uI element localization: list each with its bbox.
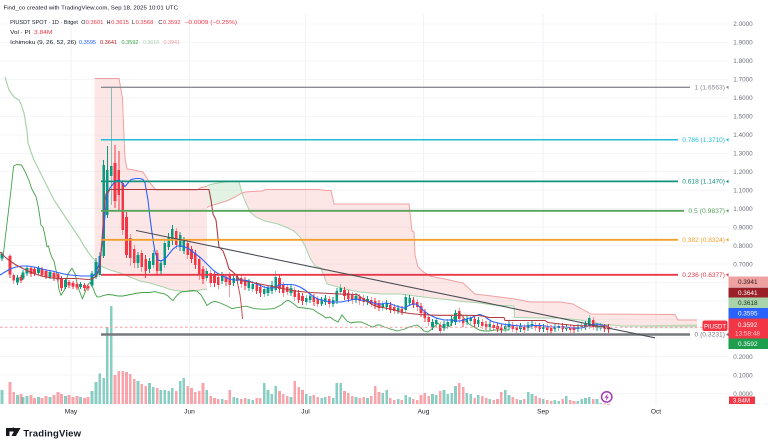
svg-text:0.0000: 0.0000 — [733, 391, 753, 398]
svg-text:Oct: Oct — [651, 409, 661, 416]
svg-text:1.7000: 1.7000 — [733, 77, 753, 84]
svg-text:Jul: Jul — [301, 409, 310, 416]
svg-text:0.382 (0.8324): 0.382 (0.8324) — [682, 237, 725, 244]
svg-text:0.618 (1.1470): 0.618 (1.1470) — [682, 179, 725, 186]
svg-text:PIUSDT: PIUSDT — [704, 324, 726, 330]
svg-text:Find_co created with TradingVi: Find_co created with TradingView.com, Se… — [4, 6, 179, 12]
svg-text:PIUSDT SPOT · 1D · Bitget: PIUSDT SPOT · 1D · Bitget — [10, 20, 78, 26]
svg-text:0.7000: 0.7000 — [733, 261, 753, 268]
svg-text:2.0000: 2.0000 — [733, 21, 753, 28]
svg-text:0.9000: 0.9000 — [733, 225, 753, 232]
svg-text:0.3941: 0.3941 — [738, 279, 758, 286]
svg-text:0.3592: 0.3592 — [122, 40, 139, 46]
svg-text:Aug: Aug — [418, 409, 430, 416]
svg-text:1.9000: 1.9000 — [733, 40, 753, 47]
svg-text:Vol · PI: Vol · PI — [10, 30, 30, 36]
svg-text:0.3592: 0.3592 — [738, 322, 758, 329]
svg-text:Ichimoku (9, 26, 52, 26): Ichimoku (9, 26, 52, 26) — [10, 40, 76, 46]
svg-text:0.236 (0.6377): 0.236 (0.6377) — [682, 272, 725, 279]
svg-text:L: L — [132, 20, 135, 26]
svg-text:1 (1.6563): 1 (1.6563) — [695, 85, 726, 92]
svg-text:0.5 (0.9837): 0.5 (0.9837) — [688, 208, 725, 215]
svg-text:0.3641: 0.3641 — [738, 290, 758, 297]
svg-text:0.1000: 0.1000 — [733, 372, 753, 379]
svg-text:1.0000: 1.0000 — [733, 206, 753, 213]
svg-text:May: May — [65, 409, 78, 416]
svg-text:0.3568: 0.3568 — [136, 20, 154, 26]
svg-text:0.3641: 0.3641 — [100, 40, 117, 46]
svg-text:0.3595: 0.3595 — [79, 40, 96, 46]
svg-text:0.3615: 0.3615 — [111, 20, 129, 26]
svg-text:O: O — [81, 20, 85, 26]
svg-text:0.3595: 0.3595 — [738, 311, 758, 318]
svg-text:0.3941: 0.3941 — [164, 40, 181, 46]
svg-text:0.2000: 0.2000 — [733, 354, 753, 361]
svg-text:1.5000: 1.5000 — [733, 114, 753, 121]
svg-text:H: H — [107, 20, 111, 26]
svg-text:1.6000: 1.6000 — [733, 95, 753, 102]
svg-text:Sep: Sep — [537, 409, 549, 416]
svg-text:Jun: Jun — [184, 409, 195, 416]
svg-text:C: C — [158, 20, 162, 26]
svg-text:0 (0.3231): 0 (0.3231) — [695, 332, 726, 339]
svg-text:1.2000: 1.2000 — [733, 169, 753, 176]
svg-text:−0.0009 (−0.25%): −0.0009 (−0.25%) — [185, 20, 238, 26]
svg-text:1.8000: 1.8000 — [733, 58, 753, 65]
svg-text:1.4000: 1.4000 — [733, 132, 753, 139]
svg-text:0.3618: 0.3618 — [738, 300, 758, 307]
svg-text:13:58:48: 13:58:48 — [735, 331, 760, 338]
svg-text:0.786 (1.3710): 0.786 (1.3710) — [682, 137, 725, 144]
svg-text:0.8000: 0.8000 — [733, 243, 753, 250]
svg-text:0.3601: 0.3601 — [86, 20, 104, 26]
svg-text:1.3000: 1.3000 — [733, 151, 753, 158]
svg-text:3.84M: 3.84M — [34, 30, 53, 36]
svg-text:3.84M: 3.84M — [733, 397, 750, 404]
svg-text:TradingView: TradingView — [23, 429, 81, 440]
svg-text:1.1000: 1.1000 — [733, 188, 753, 195]
svg-text:0.3592: 0.3592 — [163, 20, 181, 26]
svg-text:0.3592: 0.3592 — [738, 341, 758, 348]
svg-text:0.3618: 0.3618 — [143, 40, 159, 46]
